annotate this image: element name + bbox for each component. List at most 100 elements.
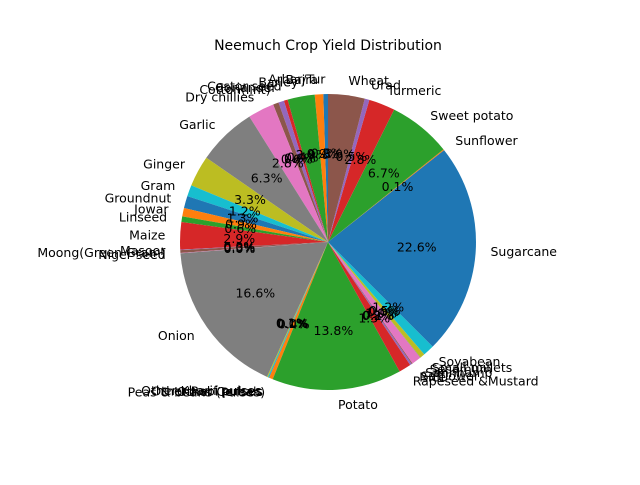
pie-slice-coriander [278, 100, 328, 242]
pie-slice-turmeric [328, 99, 395, 243]
pie-slice-small-millets [328, 242, 425, 358]
slice-label-other-cereals: Other Cereals [177, 384, 263, 399]
pie-slice-safflower [328, 242, 413, 364]
slice-label-masoor: Masoor [120, 243, 166, 258]
pie-slice-masoor [180, 242, 328, 251]
slice-percent-ginger: 3.3% [234, 192, 266, 207]
slice-percent-garlic: 6.3% [251, 170, 283, 185]
slice-percent-peas-beans-pulses: 0.4% [278, 316, 310, 331]
pie-slice-rice [328, 242, 412, 366]
slice-label-safflower: Safflower [421, 368, 480, 383]
slice-percent-niger-seed: 0.0% [224, 241, 256, 256]
slice-percent-potato: 13.8% [314, 323, 354, 338]
slice-label-wheat: Wheat [348, 73, 389, 88]
pie-slice-garlic [206, 116, 328, 242]
slice-percent-linseed: 0.6% [224, 221, 256, 236]
slice-label-potato: Potato [338, 397, 378, 412]
slice-label-sesamum: Sesamum [430, 362, 492, 377]
slice-percent-other-cereals: 0.0% [277, 316, 309, 331]
labels-layer: Arhar/Tur 0.5% Bajra 0.9% Barley 2.9% Castor s… [37, 72, 557, 412]
pie-slice-sesamum [328, 242, 421, 358]
pie-slice-groundnut [183, 196, 328, 242]
slice-percent-cotton-lint: 0.6% [281, 151, 313, 166]
slice-label-other-rabi-pulses: Other Rabi pulses [151, 384, 262, 399]
pie-slice-other-cereals [268, 242, 328, 378]
slice-label-soyabean: Soyabean [439, 354, 501, 369]
pie-slice-soyabean [328, 242, 433, 355]
pie-slice-other-kharif-pulses [266, 242, 328, 378]
pie-slice-dry-chillies [249, 104, 328, 242]
slice-label-linseed: Linseed [119, 209, 167, 224]
pie-slice-wheat [328, 94, 365, 242]
slice-label-bajra: Bajra [285, 72, 318, 87]
slice-label-rapeseed-mustard: Rapeseed &Mustard [413, 374, 539, 389]
slice-label-turmeric: Turmeric [386, 83, 441, 98]
slice-percent-wheat: 3.9% [323, 146, 355, 161]
slice-label-coriander: Coriander [215, 80, 277, 95]
slice-label-ginger: Ginger [143, 157, 186, 172]
slice-label-sunflower: Sunflower [455, 133, 518, 148]
slice-label-groundnut: Groundnut [105, 191, 172, 206]
pie-slice-barley [287, 94, 328, 242]
slice-percent-sunflower: 0.1% [382, 179, 414, 194]
slice-percent-sesamum: 0.0% [368, 304, 400, 319]
slice-percent-arhar-tur: 0.5% [311, 146, 343, 161]
slice-percent-soyabean: 1.2% [372, 300, 404, 315]
slice-percent-dry-chillies: 2.8% [272, 155, 304, 170]
slice-label-barley: Barley [258, 74, 299, 89]
slice-label-dry-chillies: Dry chillies [185, 89, 254, 104]
slice-label-maize: Maize [129, 228, 165, 243]
slice-label-garlic: Garlic [179, 117, 215, 132]
slice-percent-rapeseed-mustard: 1.3% [358, 310, 390, 325]
slice-label-onion: Onion [158, 328, 195, 343]
slice-label-sannhamp: Sannhamp [425, 365, 492, 380]
slice-percent-onion: 16.6% [235, 286, 275, 301]
pie-slice-moong-green-gram [180, 242, 328, 253]
slice-label-arhar-tur: Arhar/Tur [268, 72, 326, 87]
slice-label-gram: Gram [141, 178, 176, 193]
slice-percent-safflower: 0.1% [363, 308, 395, 323]
slice-label-cotton-lint: Cotton(lint) [199, 82, 270, 97]
slice-percent-bajra: 0.9% [307, 146, 339, 161]
pie-slice-potato [272, 242, 400, 390]
slice-percent-other-kharif-pulses: 0.1% [276, 316, 308, 331]
slice-label-rice: Rice [419, 369, 446, 384]
slice-percent-rice: 0.2% [362, 308, 394, 323]
slice-label-peas-beans-pulses: Peas & beans (Pulses) [128, 385, 266, 400]
pie-slice-peas-beans-pulses [269, 242, 328, 380]
slice-percent-small-millets: 0.5% [369, 303, 401, 318]
pie-slice-ginger [191, 157, 328, 242]
pie-slice-maize [180, 222, 328, 250]
slice-percent-sugarcane: 22.6% [397, 240, 437, 255]
slice-percent-sweet-potato: 6.7% [368, 165, 400, 180]
pie-slice-sunflower [328, 149, 445, 242]
slice-label-castor-seed: Castor seed [207, 79, 281, 94]
slice-label-sweet-potato: Sweet potato [430, 108, 513, 123]
slice-percent-maize: 2.9% [223, 231, 255, 246]
slice-label-moong-green-gram: Moong(Green Gram) [37, 245, 165, 260]
slice-label-small-millets: Small millets [432, 360, 512, 375]
pie-slice-linseed [181, 216, 328, 242]
slices-layer [180, 94, 476, 390]
pie-slice-sweet-potato [328, 109, 444, 243]
pie-slice-onion [180, 242, 328, 377]
slice-percent-turmeric: 2.8% [345, 152, 377, 167]
slice-label-urad: Urad [371, 78, 401, 93]
slice-label-sugarcane: Sugarcane [491, 244, 558, 259]
slice-label-jowar: Jowar [133, 202, 169, 217]
pie-slice-gram [187, 185, 328, 242]
pie-slice-cotton-lint [273, 102, 328, 242]
slice-percent-castor-seed: 0.4% [287, 149, 319, 164]
pie-slice-urad [328, 98, 370, 242]
pie-slice-other-rabi-pulses [267, 242, 328, 378]
slice-percent-gram: 1.2% [229, 204, 261, 219]
chart-title: Neemuch Crop Yield Distribution [214, 38, 442, 54]
slice-percent-groundnut: 1.3% [227, 211, 259, 226]
slice-percent-urad: 0.5% [336, 149, 368, 164]
slice-percent-other-rabi-pulses: 0.1% [276, 316, 308, 331]
slice-percent-masoor: 0.0% [223, 239, 255, 254]
pie-slice-sugarcane [328, 150, 476, 347]
pie-slice-rapeseed-mustard [328, 242, 411, 372]
